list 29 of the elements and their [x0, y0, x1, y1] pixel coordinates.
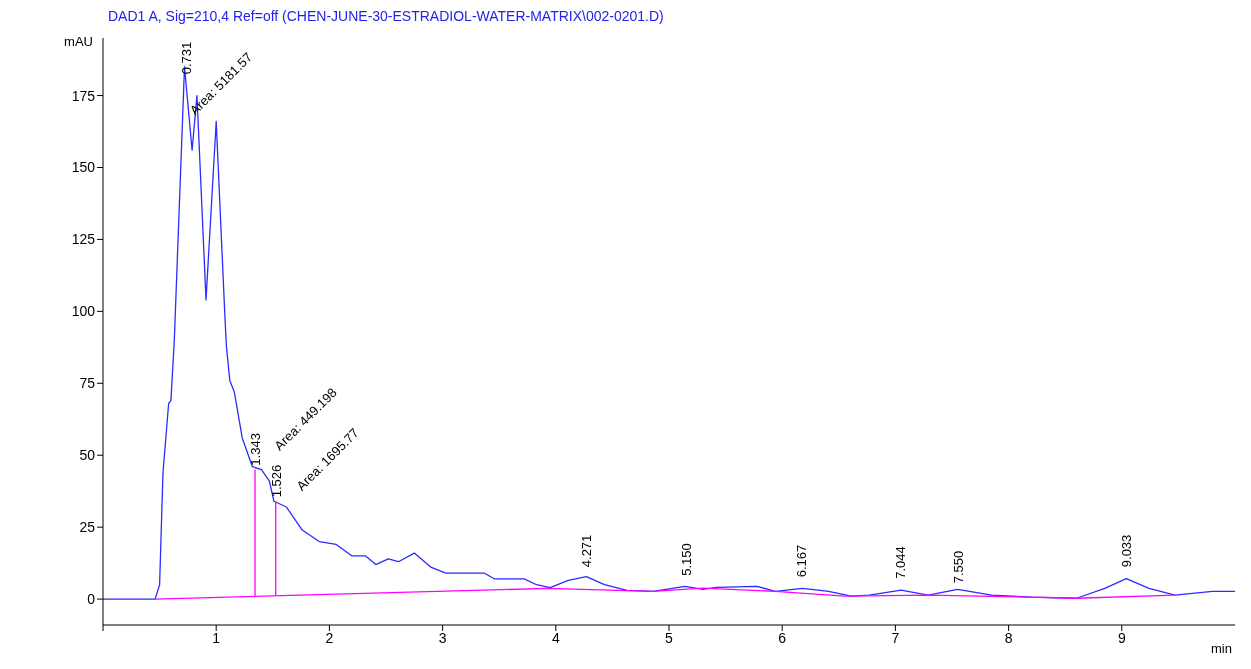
- annotation: 7.044: [893, 546, 909, 579]
- x-tick-label: 8: [1004, 629, 1013, 646]
- annotation: 1.343: [248, 433, 264, 466]
- x-tick-label: 7: [891, 629, 900, 646]
- chart-title: DAD1 A, Sig=210,4 Ref=off (CHEN-JUNE-30-ESTRADIOL-WATER-MATRIX\002-0201.D): [107, 8, 665, 26]
- y-tick-label: 0: [87, 591, 96, 608]
- y-tick-label: 50: [79, 447, 96, 464]
- y-tick-label: 125: [71, 231, 96, 248]
- annotation: 5.150: [678, 543, 694, 576]
- annotation: 0.731: [178, 41, 194, 75]
- x-tick-label: 9: [1117, 629, 1126, 646]
- x-tick-label: 1: [212, 629, 221, 646]
- x-tick-label: 4: [551, 629, 560, 646]
- y-tick-label: 100: [71, 303, 96, 320]
- annotation: 9.033: [1118, 534, 1134, 568]
- y-tick-label: 75: [79, 375, 96, 392]
- x-tick-label: 6: [778, 629, 787, 646]
- y-tick-label: 150: [71, 159, 96, 176]
- x-tick-label: 3: [438, 629, 447, 646]
- y-tick-label: 25: [79, 519, 96, 536]
- annotation: 6.167: [794, 544, 810, 578]
- y-axis-title: mAU: [64, 34, 93, 49]
- x-axis-title: min: [1211, 641, 1232, 656]
- x-tick-label: 2: [325, 629, 334, 646]
- y-tick-label: 175: [71, 87, 96, 104]
- annotation: 1.526: [268, 464, 284, 498]
- annotation: 7.550: [950, 550, 966, 584]
- annotation: 4.271: [579, 534, 595, 568]
- x-tick-label: 5: [665, 629, 674, 646]
